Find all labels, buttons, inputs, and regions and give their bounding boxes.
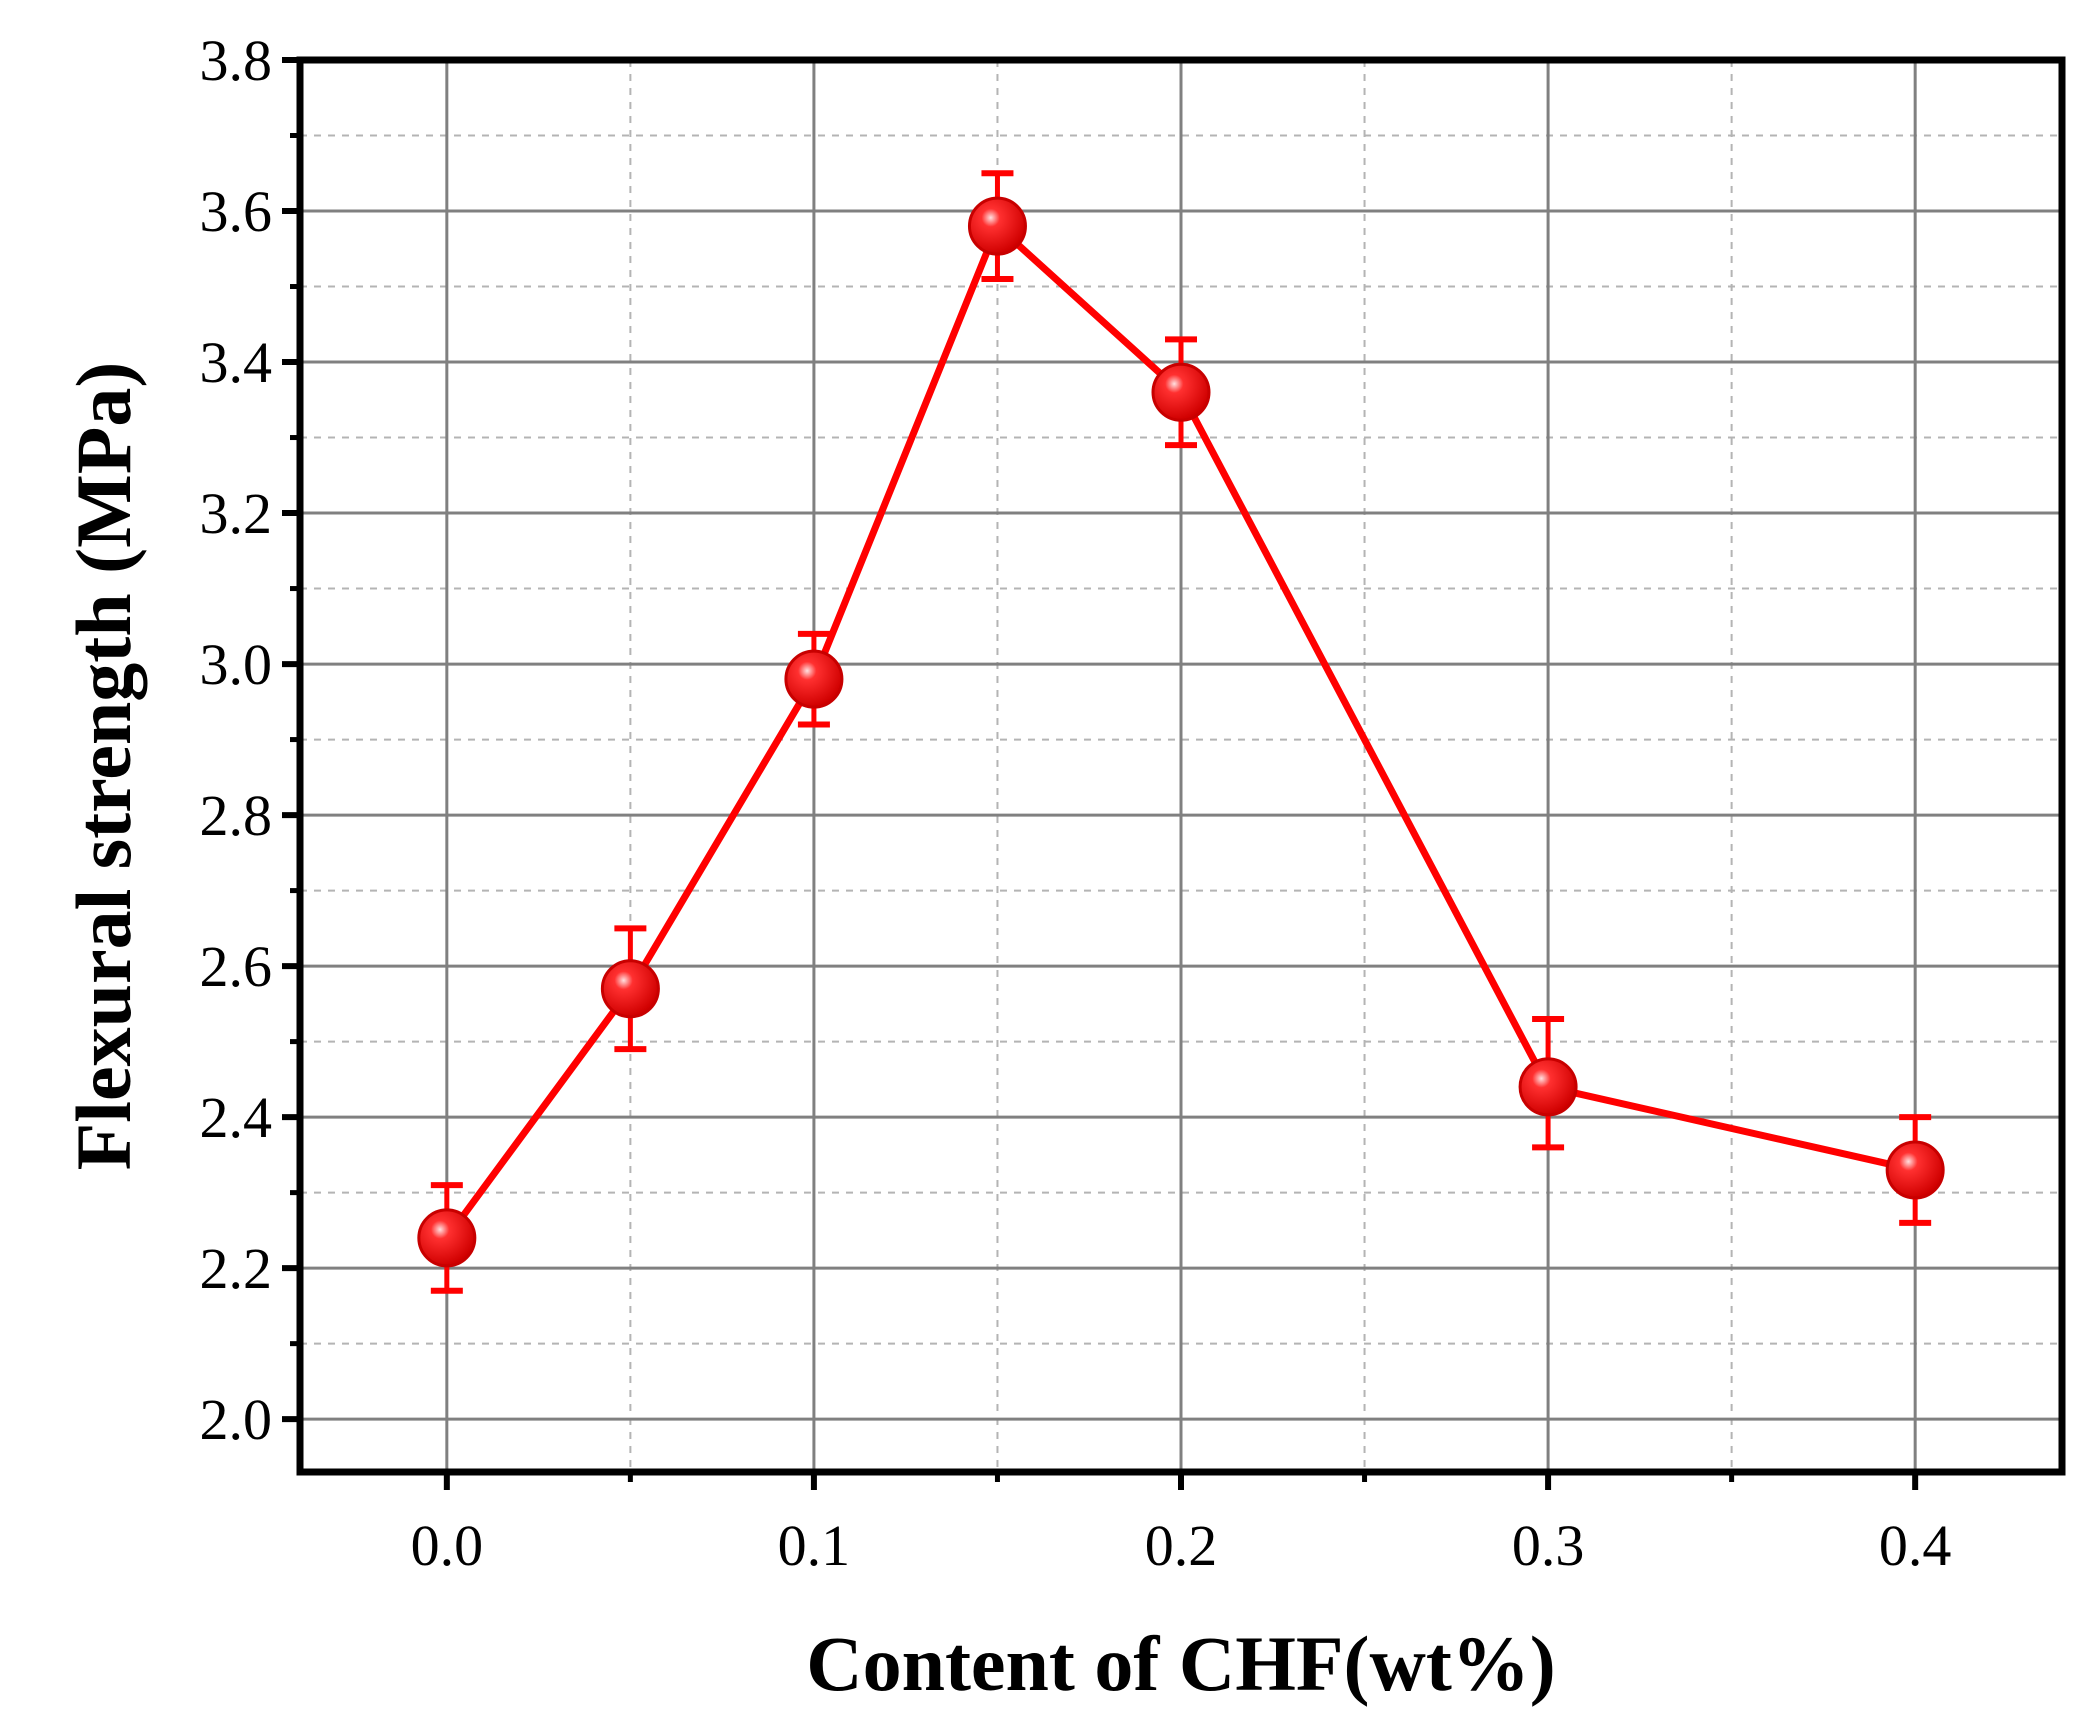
y-tick-label: 3.2 bbox=[200, 481, 273, 546]
y-tick-label: 2.8 bbox=[200, 783, 273, 848]
y-tick-label: 3.0 bbox=[200, 632, 273, 697]
axes: 0.0 0.1 0.2 0.3 0.4 2.0 2.2 2.4 2.6 2.8 3.0 3.2 3.4 3… bbox=[200, 28, 2066, 1578]
x-tick-label: 0.2 bbox=[1145, 1513, 1218, 1578]
y-tick-label: 2.2 bbox=[200, 1236, 273, 1301]
y-tick-label: 2.4 bbox=[200, 1085, 273, 1150]
y-tick-label: 2.6 bbox=[200, 934, 273, 999]
grid bbox=[300, 60, 2062, 1472]
x-tick-label: 0.0 bbox=[411, 1513, 484, 1578]
x-tick-label: 0.1 bbox=[778, 1513, 851, 1578]
y-tick-label: 3.8 bbox=[200, 28, 273, 93]
series-flexural-strength bbox=[417, 170, 1945, 1294]
data-point bbox=[967, 196, 1027, 256]
y-tick-label: 3.4 bbox=[200, 330, 273, 395]
data-point bbox=[1885, 1140, 1945, 1200]
x-tick-label: 0.4 bbox=[1879, 1513, 1952, 1578]
y-axis-title: Flexural strength (MPa) bbox=[60, 362, 147, 1171]
y-tick-label: 2.0 bbox=[200, 1387, 273, 1452]
data-point bbox=[417, 1208, 477, 1268]
y-tick-label: 3.6 bbox=[200, 179, 273, 244]
x-axis-title: Content of CHF(wt%) bbox=[806, 1620, 1556, 1707]
data-point bbox=[1518, 1057, 1578, 1117]
data-point bbox=[1151, 362, 1211, 422]
data-point bbox=[600, 959, 660, 1019]
data-point bbox=[784, 649, 844, 709]
x-tick-label: 0.3 bbox=[1512, 1513, 1585, 1578]
